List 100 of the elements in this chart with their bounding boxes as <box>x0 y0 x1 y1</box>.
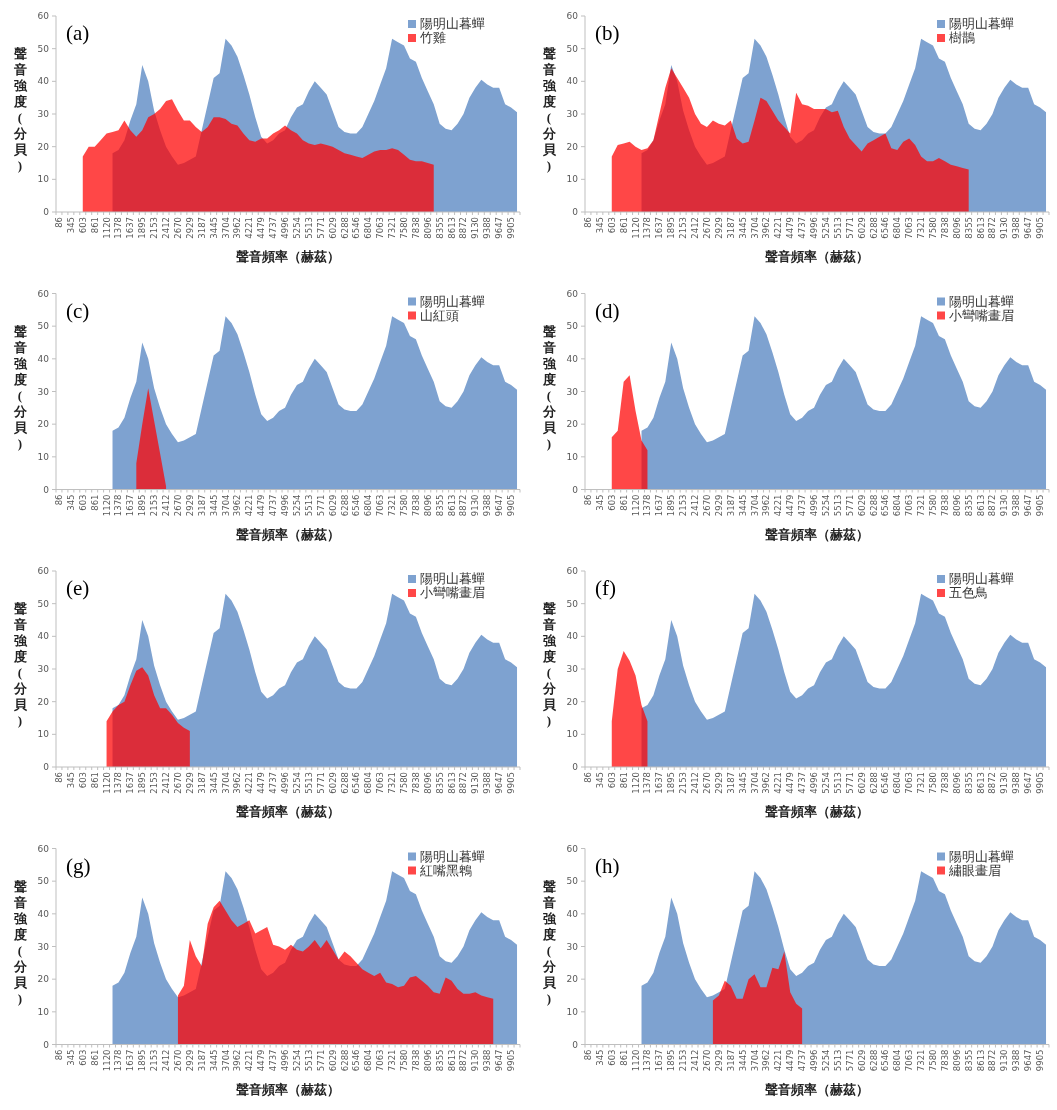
x-tick-label: 4221 <box>244 772 255 794</box>
x-tick-label: 5513 <box>832 494 843 517</box>
y-tick-label: 20 <box>37 141 50 152</box>
x-tick-label: 9388 <box>482 217 493 239</box>
x-tick-label: 7321 <box>387 772 398 794</box>
y-tick-label: 50 <box>566 43 579 54</box>
x-tick-label: 4737 <box>268 217 279 239</box>
x-tick-label: 8355 <box>963 772 974 794</box>
x-tick-label: 4479 <box>256 1049 267 1072</box>
y-tick-label: 40 <box>37 353 50 364</box>
x-tick-label: 2929 <box>184 772 195 794</box>
x-tick-label: 1637 <box>125 217 136 239</box>
x-tick-label: 8355 <box>434 217 445 239</box>
x-tick-label: 1895 <box>666 217 677 239</box>
x-tick-label: 1120 <box>630 217 641 239</box>
x-tick-label: 603 <box>77 217 88 234</box>
x-tick-label: 4221 <box>244 1049 255 1072</box>
x-tick-label: 3704 <box>220 1049 231 1072</box>
x-tick-label: 3962 <box>232 217 243 239</box>
x-tick-label: 5254 <box>820 1049 831 1072</box>
x-tick-label: 4996 <box>809 772 820 794</box>
y-tick-label: 50 <box>566 321 579 332</box>
x-tick-label: 3704 <box>749 217 760 239</box>
x-tick-label: 7321 <box>916 494 927 517</box>
x-tick-label: 5771 <box>844 1049 855 1072</box>
x-tick-label: 1120 <box>630 494 641 517</box>
y-axis-title: 聲音強度(分貝) <box>12 46 28 173</box>
legend-label: 陽明山暮蟬 <box>949 16 1014 31</box>
y-tick-label: 0 <box>43 1039 50 1050</box>
x-tick-label: 7838 <box>939 1049 950 1072</box>
x-tick-label: 5771 <box>315 1049 326 1072</box>
x-tick-label: 603 <box>606 772 617 789</box>
legend-label: 陽明山暮蟬 <box>420 571 485 586</box>
x-tick-label: 1895 <box>137 217 148 239</box>
y-tick-label: 10 <box>37 729 50 740</box>
x-tick-label: 6029 <box>327 772 338 794</box>
x-tick-label: 7063 <box>375 494 386 517</box>
y-tick-label: 0 <box>572 207 579 217</box>
x-tick-label: 8096 <box>422 772 433 794</box>
x-tick-label: 8872 <box>458 1049 469 1072</box>
x-tick-label: 8872 <box>458 772 469 794</box>
x-tick-label: 1378 <box>113 772 124 794</box>
x-tick-label: 9130 <box>470 494 481 517</box>
x-tick-label: 4996 <box>280 217 291 239</box>
y-tick-label: 60 <box>566 566 579 576</box>
y-axis-title: 聲音強度(分貝) <box>541 46 557 173</box>
x-tick-label: 8872 <box>458 217 469 239</box>
x-tick-label: 2412 <box>690 217 701 239</box>
y-tick-label: 50 <box>37 598 50 609</box>
x-tick-label: 8355 <box>434 494 445 517</box>
y-tick-label: 60 <box>566 11 579 21</box>
x-tick-label: 6804 <box>892 217 903 239</box>
x-tick-label: 8355 <box>434 1049 445 1072</box>
x-tick-label: 8613 <box>975 494 986 517</box>
y-tick-label: 40 <box>566 353 579 364</box>
y-axis-title: 聲音強度(分貝) <box>541 878 557 1006</box>
x-tick-label: 8872 <box>458 494 469 517</box>
y-axis-title: 聲音強度(分貝) <box>12 878 28 1006</box>
legend-label: 繡眼畫眉 <box>948 862 1001 878</box>
x-tick-label: 5513 <box>303 772 314 794</box>
x-tick-label: 3962 <box>232 1049 243 1072</box>
x-tick-label: 7321 <box>916 217 927 239</box>
y-tick-label: 30 <box>566 109 579 119</box>
x-tick-label: 1120 <box>630 772 641 794</box>
y-tick-label: 60 <box>37 288 50 299</box>
x-tick-label: 9130 <box>470 217 481 239</box>
x-tick-label: 9130 <box>999 772 1010 794</box>
x-tick-label: 9647 <box>494 1049 505 1072</box>
x-tick-label: 4737 <box>797 1049 808 1072</box>
x-tick-label: 1895 <box>666 772 677 794</box>
y-tick-label: 20 <box>37 419 50 430</box>
x-tick-label: 1120 <box>101 1049 112 1072</box>
x-tick-label: 2670 <box>701 494 712 517</box>
x-tick-label: 2412 <box>690 494 701 517</box>
legend-label: 陽明山暮蟬 <box>420 848 485 864</box>
x-tick-label: 4996 <box>809 494 820 517</box>
x-tick-label: 4996 <box>280 772 291 794</box>
y-tick-label: 20 <box>566 974 579 985</box>
y-tick-label: 60 <box>566 288 579 299</box>
y-tick-label: 50 <box>37 876 50 887</box>
chart-title: (f) <box>595 576 616 600</box>
y-axis-title: 聲音強度(分貝) <box>12 601 28 728</box>
x-tick-label: 9388 <box>482 1049 493 1072</box>
x-tick-label: 2153 <box>149 494 160 517</box>
x-tick-label: 7580 <box>399 217 409 239</box>
x-tick-label: 1378 <box>113 217 124 239</box>
y-tick-label: 30 <box>37 109 50 119</box>
x-tick-label: 6546 <box>880 1049 891 1072</box>
chart-title: (b) <box>595 21 620 45</box>
x-tick-label: 8355 <box>963 1049 974 1072</box>
y-tick-label: 40 <box>566 76 579 87</box>
x-tick-label: 7580 <box>399 494 409 517</box>
x-tick-label: 4996 <box>809 217 820 239</box>
legend-label: 竹雞 <box>420 30 446 45</box>
x-tick-label: 3962 <box>761 217 772 239</box>
x-tick-label: 2929 <box>713 1049 724 1072</box>
y-tick-label: 40 <box>37 631 50 642</box>
x-tick-label: 8613 <box>975 217 986 239</box>
y-tick-label: 30 <box>566 664 579 674</box>
x-tick-label: 5771 <box>844 217 855 239</box>
